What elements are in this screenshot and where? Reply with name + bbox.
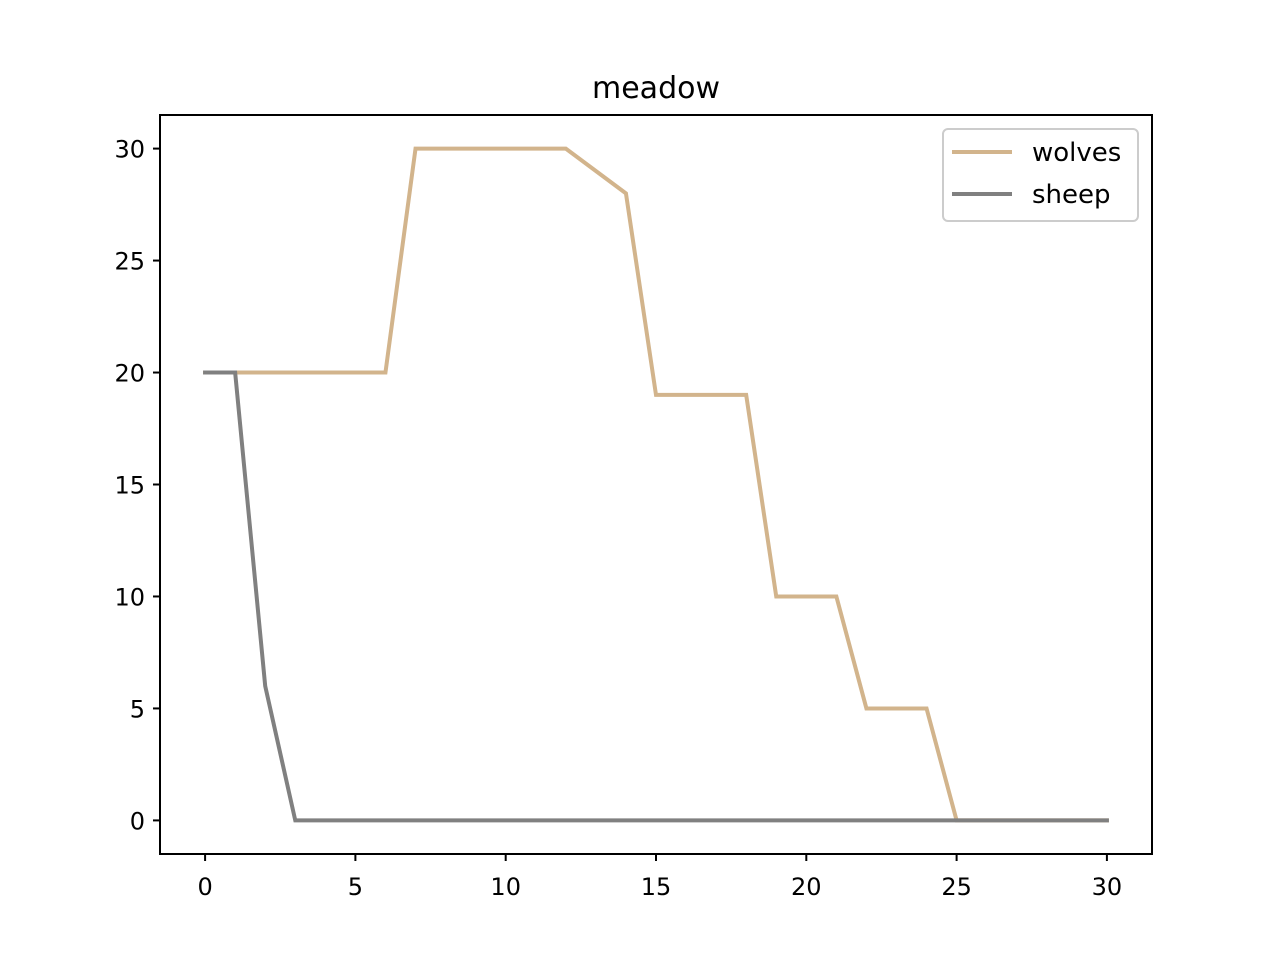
y-tick-label: 30 (114, 136, 145, 164)
y-tick-label: 5 (130, 695, 145, 723)
x-tick-label: 30 (1092, 873, 1123, 901)
x-tick-label: 0 (197, 873, 212, 901)
plot-area (160, 115, 1152, 854)
series-line-sheep (203, 370, 1109, 823)
series-layer (203, 146, 1109, 823)
x-tick-label: 15 (641, 873, 672, 901)
y-tick-label: 25 (114, 248, 145, 276)
chart-title: meadow (592, 71, 720, 106)
legend-label-sheep: sheep (1032, 180, 1111, 210)
x-tick-label: 20 (791, 873, 822, 901)
y-tick-label: 10 (114, 583, 145, 611)
y-axis: 0 5 10 15 20 25 30 (114, 136, 160, 835)
y-tick-label: 20 (114, 360, 145, 388)
x-tick-label: 25 (941, 873, 972, 901)
axes-background (160, 115, 1152, 854)
x-axis: 0 5 10 15 20 25 30 (197, 854, 1122, 901)
x-tick-label: 5 (348, 873, 363, 901)
y-tick-label: 15 (114, 472, 145, 500)
legend-label-wolves: wolves (1032, 138, 1121, 168)
y-tick-label: 0 (130, 807, 145, 835)
legend: wolves sheep (942, 128, 1139, 222)
x-tick-label: 10 (490, 873, 521, 901)
